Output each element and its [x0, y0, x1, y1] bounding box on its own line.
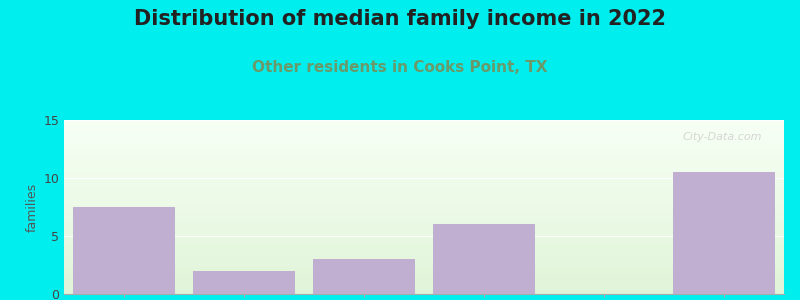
Text: Distribution of median family income in 2022: Distribution of median family income in …: [134, 9, 666, 29]
Bar: [433, 224, 535, 294]
Bar: [673, 172, 775, 294]
Text: Other residents in Cooks Point, TX: Other residents in Cooks Point, TX: [252, 60, 548, 75]
Bar: [73, 207, 175, 294]
Y-axis label: families: families: [26, 182, 39, 232]
Text: City-Data.com: City-Data.com: [683, 132, 762, 142]
Bar: [193, 271, 295, 294]
Bar: [313, 259, 415, 294]
